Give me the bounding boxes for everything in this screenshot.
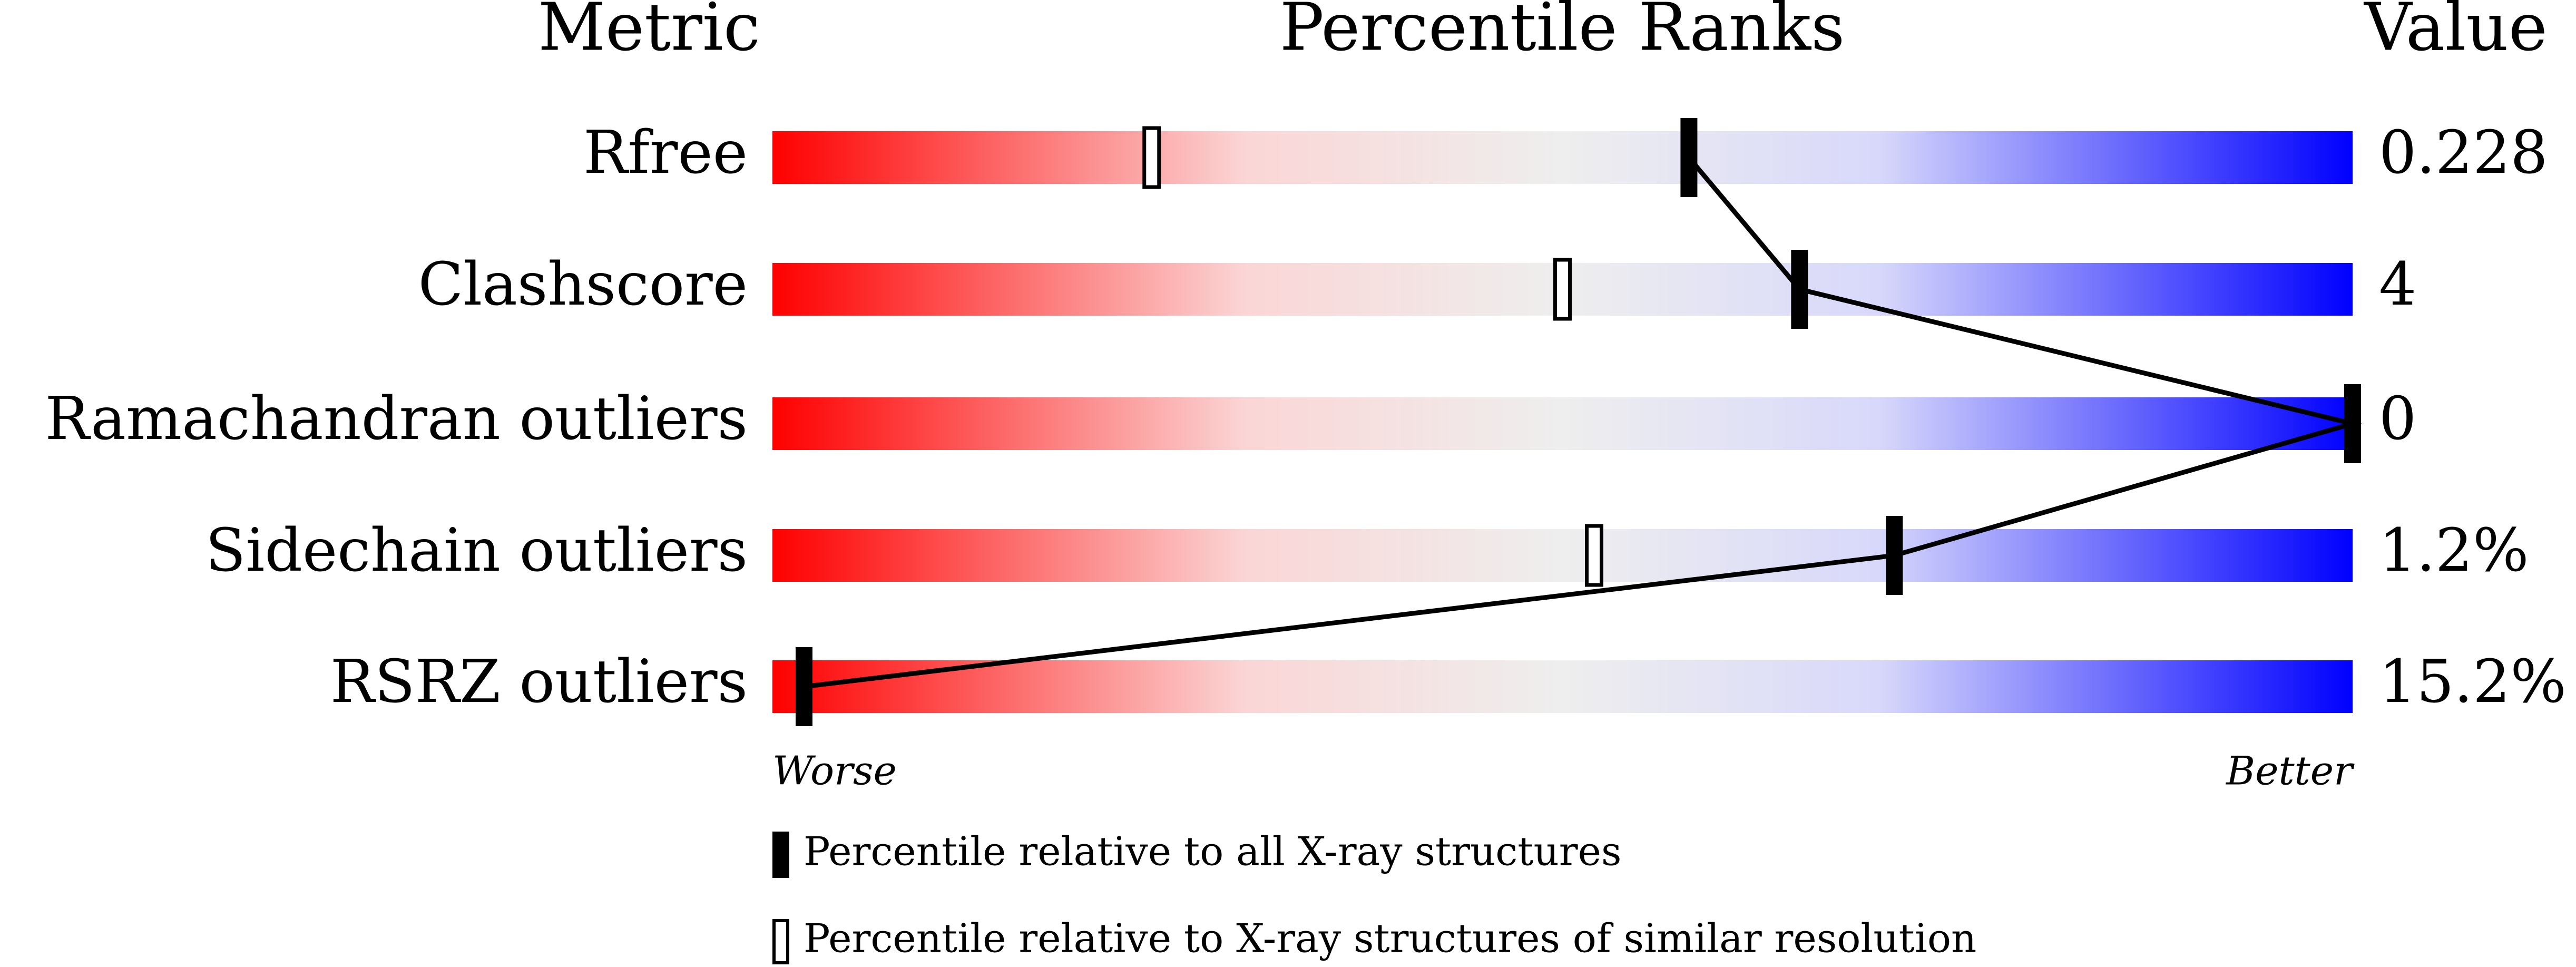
percentile-bar: [772, 660, 2353, 713]
metric-label: RSRZ outliers: [330, 648, 748, 716]
percentile-marker: [795, 647, 812, 726]
value-label: 4: [2379, 250, 2416, 319]
metric-label: Sidechain outliers: [205, 516, 748, 585]
percentile-marker: [2344, 384, 2361, 463]
percentile-bar: [772, 131, 2353, 184]
percentile-marker: [1791, 250, 1808, 329]
percentile-marker-relative: [1142, 126, 1161, 189]
value-label: 1.2%: [2379, 516, 2529, 585]
legend-label: Percentile relative to X-ray structures …: [804, 915, 1976, 961]
percentile-marker-relative: [1584, 524, 1603, 587]
legend-label: Percentile relative to all X-ray structu…: [804, 828, 1621, 874]
value-label: 0: [2379, 385, 2416, 453]
legend-swatch: [772, 832, 789, 878]
percentile-marker: [1886, 516, 1903, 595]
value-label: 0.228: [2379, 119, 2548, 187]
percentile-marker: [1680, 118, 1698, 197]
axis-label: Better: [2225, 747, 2355, 794]
metric-label: Rfree: [583, 119, 748, 187]
percentile-marker-relative: [1553, 258, 1572, 321]
value-label: 15.2%: [2379, 648, 2567, 716]
metric-label: Ramachandran outliers: [45, 385, 748, 453]
legend-swatch: [772, 919, 789, 964]
column-header: Value: [2363, 0, 2548, 66]
column-header: Metric: [538, 0, 760, 66]
column-header: Percentile Ranks: [1280, 0, 1845, 66]
percentile-bar: [772, 397, 2353, 450]
axis-label: Worse: [772, 747, 897, 794]
percentile-bar: [772, 529, 2353, 582]
metric-label: Clashscore: [418, 250, 748, 319]
